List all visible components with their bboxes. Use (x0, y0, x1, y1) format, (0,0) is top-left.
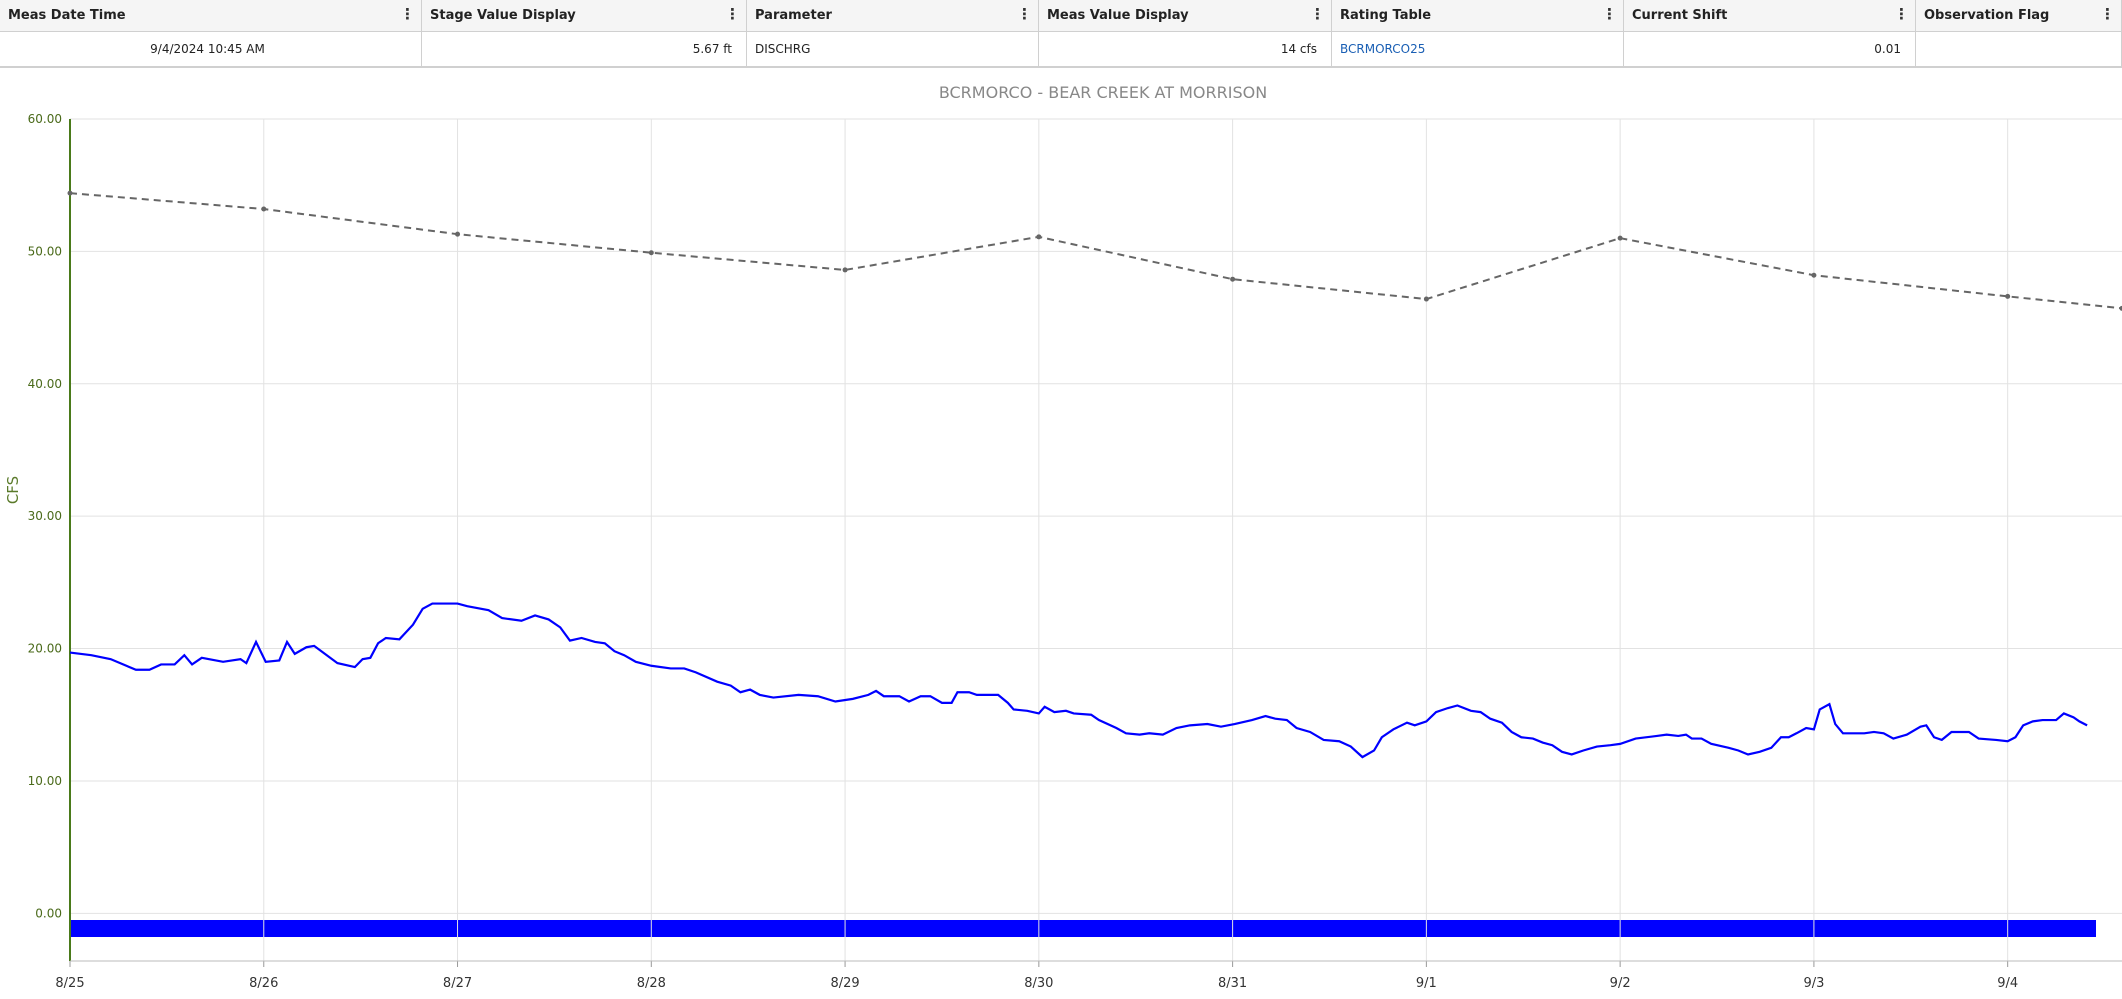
y-tick-label: 40.00 (28, 377, 62, 391)
column-header[interactable]: Stage Value Display ⋮ (422, 0, 747, 31)
cell-text: 9/4/2024 10:45 AM (150, 41, 265, 56)
grid-cell: 5.67 ft (422, 31, 747, 66)
column-menu[interactable]: ⋮ (1310, 5, 1325, 23)
cell-text: 14 cfs (1280, 41, 1317, 56)
observation-flag-bar (70, 920, 2096, 937)
y-tick-label: 20.00 (28, 642, 62, 656)
data-point (2119, 305, 2122, 311)
data-point (1230, 276, 1236, 282)
column-header[interactable]: Observation Flag ⋮ (1916, 0, 2122, 31)
data-point (648, 250, 654, 256)
grid-cell: BCRMORCO25 (1332, 31, 1624, 66)
column-header[interactable]: Meas Value Display ⋮ (1039, 0, 1332, 31)
column-header[interactable]: Rating Table ⋮ (1332, 0, 1624, 31)
column-title: Meas Value Display (1047, 8, 1189, 23)
y-axis-label: CFS (4, 476, 22, 504)
x-tick-label: 8/25 (55, 976, 84, 991)
x-tick-label: 9/1 (1416, 976, 1437, 991)
column-title: Observation Flag (1924, 8, 2050, 23)
grid-cell: 0.01 (1624, 31, 1916, 66)
column-title: Stage Value Display (430, 8, 576, 23)
column-menu[interactable]: ⋮ (1017, 5, 1032, 23)
x-tick-label: 8/29 (830, 976, 859, 991)
column-title: Rating Table (1340, 8, 1432, 23)
cell-text: DISCHRG (755, 41, 811, 56)
grid-header: Meas Date Time ⋮ Stage Value Display ⋮ Param… (0, 0, 2122, 32)
chart-title: BCRMORCO - BEAR CREEK AT MORRISON (939, 83, 1267, 102)
x-tick-label: 8/31 (1218, 976, 1247, 991)
data-point (1423, 296, 1429, 302)
column-title: Parameter (755, 8, 832, 23)
cell-text: 0.01 (1874, 41, 1901, 56)
x-tick-label: 8/27 (443, 976, 472, 991)
column-menu[interactable]: ⋮ (725, 5, 740, 23)
column-title: Current Shift (1632, 8, 1728, 23)
x-tick-label: 9/3 (1803, 976, 1824, 991)
data-point (455, 231, 461, 237)
rating-table-link[interactable]: BCRMORCO25 (1340, 41, 1426, 56)
column-title: Meas Date Time (8, 8, 126, 23)
data-point (1811, 272, 1817, 278)
x-tick-label: 9/2 (1610, 976, 1631, 991)
grid-cell: DISCHRG (747, 31, 1039, 66)
cell-text: 5.67 ft (692, 41, 732, 56)
data-point (261, 206, 267, 212)
x-tick-label: 9/4 (1997, 976, 2018, 991)
data-point (842, 267, 848, 273)
grid-row[interactable]: 9/4/2024 10:45 AM 5.67 ft DISCHRG 14 cfs BCR… (0, 31, 2122, 66)
y-tick-label: 60.00 (28, 112, 62, 126)
y-tick-label: 10.00 (28, 774, 62, 788)
chart: BCRMORCO - BEAR CREEK AT MORRISON CFS 0.00… (4, 83, 2122, 991)
y-tick-label: 0.00 (35, 906, 62, 920)
column-header[interactable]: Parameter ⋮ (747, 0, 1039, 31)
x-tick-label: 8/28 (637, 976, 666, 991)
column-menu[interactable]: ⋮ (2100, 5, 2115, 23)
grid-cell: 14 cfs (1039, 31, 1332, 66)
data-point (2005, 293, 2011, 299)
column-menu[interactable]: ⋮ (400, 5, 415, 23)
column-header[interactable]: Meas Date Time ⋮ (0, 0, 422, 31)
column-menu[interactable]: ⋮ (1894, 5, 1909, 23)
y-tick-label: 50.00 (28, 244, 62, 258)
data-point (1036, 234, 1042, 240)
x-tick-label: 8/30 (1024, 976, 1053, 991)
data-grid: Meas Date Time ⋮ Stage Value Display ⋮ Param… (0, 0, 2122, 68)
data-point (1617, 235, 1623, 241)
grid-cell: 9/4/2024 10:45 AM (0, 31, 422, 66)
data-line (69, 602, 2088, 759)
column-menu[interactable]: ⋮ (1602, 5, 1617, 23)
grid-cell (1916, 31, 2122, 66)
x-tick-label: 8/26 (249, 976, 278, 991)
data-line (69, 192, 2122, 310)
y-tick-label: 30.00 (28, 509, 62, 523)
data-point (67, 190, 73, 196)
column-header[interactable]: Current Shift ⋮ (1624, 0, 1916, 31)
